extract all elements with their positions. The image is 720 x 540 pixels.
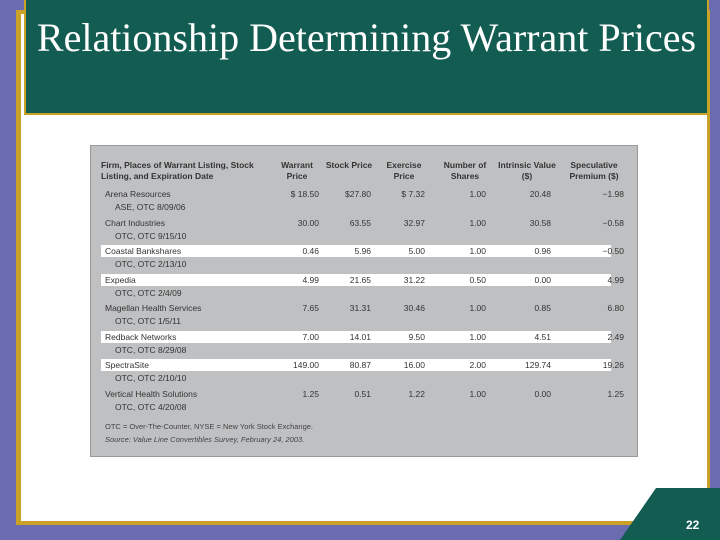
table-row: Vertical Health Solutions 1.25 0.51 1.22 1.0… bbox=[101, 388, 624, 400]
listing-info: OTC, OTC 2/10/10 bbox=[115, 373, 187, 383]
firm-name: SpectraSite bbox=[105, 360, 149, 370]
table-cell: 16.00 bbox=[403, 360, 425, 370]
table-cell: 7.00 bbox=[302, 331, 319, 342]
firm-name: Vertical Health Solutions bbox=[105, 388, 198, 399]
table-cell: −1.98 bbox=[602, 189, 624, 199]
table-cell: −0.58 bbox=[602, 217, 624, 228]
table-cell: 14.01 bbox=[349, 331, 371, 342]
table-cell: 30.58 bbox=[529, 217, 551, 228]
firm-name: Magellan Health Services bbox=[105, 303, 202, 313]
table-cell: 30.00 bbox=[297, 217, 319, 228]
table-cell: 5.00 bbox=[408, 246, 425, 256]
firm-name: Arena Resources bbox=[105, 189, 171, 199]
table-row: Arena Resources $ 18.50 $27.80 $ 7.32 1.00 20… bbox=[101, 188, 624, 200]
table-cell: 80.87 bbox=[349, 360, 371, 370]
title-bar bbox=[24, 0, 709, 115]
table-cell: −0.50 bbox=[602, 246, 624, 256]
table-cell: 4.99 bbox=[607, 274, 624, 285]
header-warrant-price: Warrant Price bbox=[281, 160, 313, 181]
table-cell: 0.00 bbox=[534, 388, 551, 399]
table-cell: 5.96 bbox=[354, 246, 371, 256]
firm-name: Chart Industries bbox=[105, 217, 165, 228]
table-cell: 129.74 bbox=[525, 360, 551, 370]
table-cell: 149.00 bbox=[293, 360, 319, 370]
table-row: Chart Industries 30.00 63.55 32.97 1.00 30.58… bbox=[101, 217, 624, 229]
listing-row: OTC, OTC 2/10/10 bbox=[101, 372, 611, 384]
table-row: Expedia 4.99 21.65 31.22 0.50 0.00 4.99 bbox=[101, 273, 624, 286]
slide-number: 22 bbox=[686, 518, 700, 532]
table-cell: 21.65 bbox=[349, 274, 371, 285]
table-cell: 19.26 bbox=[602, 360, 624, 370]
listing-info: OTC, OTC 1/5/11 bbox=[115, 316, 181, 326]
slide-title: Relationship Determining Warrant Prices bbox=[36, 15, 697, 60]
listing-info: OTC, OTC 9/15/10 bbox=[115, 230, 187, 241]
table-cell: 9.50 bbox=[408, 331, 425, 342]
table-cell: $ 18.50 bbox=[290, 189, 319, 199]
table-cell: 4.51 bbox=[534, 331, 551, 342]
table-cell: 63.55 bbox=[349, 217, 371, 228]
table-cell: 32.97 bbox=[403, 217, 425, 228]
table-cell: 2.49 bbox=[607, 331, 624, 342]
warrant-table: Firm, Places of Warrant Listing, Stock L… bbox=[90, 145, 638, 457]
table-cell: 31.31 bbox=[349, 303, 371, 313]
table-cell: 1.00 bbox=[469, 246, 486, 256]
footnote-source: Source: Value Line Convertibles Survey, … bbox=[105, 435, 305, 444]
listing-row: OTC, OTC 9/15/10 bbox=[101, 230, 611, 242]
listing-row: OTC, OTC 2/13/10 bbox=[101, 258, 611, 270]
table-cell: 1.25 bbox=[607, 388, 624, 399]
table-cell: $ 7.32 bbox=[401, 189, 425, 199]
header-exercise-price: Exercise Price bbox=[386, 160, 422, 181]
listing-info: OTC, OTC 8/29/08 bbox=[115, 344, 187, 355]
firm-name: Coastal Bankshares bbox=[105, 246, 182, 256]
listing-row: OTC, OTC 4/20/08 bbox=[101, 401, 611, 413]
table-row: SpectraSite 149.00 80.87 16.00 2.00 129.74 19.… bbox=[101, 359, 624, 371]
table-cell: 0.51 bbox=[354, 388, 371, 399]
listing-info: OTC, OTC 4/20/08 bbox=[115, 401, 187, 412]
listing-row: OTC, OTC 1/5/11 bbox=[101, 315, 611, 327]
table-cell: 0.96 bbox=[534, 246, 551, 256]
firm-name: Expedia bbox=[105, 274, 136, 285]
table-cell: 1.00 bbox=[469, 189, 486, 199]
table-cell: 31.22 bbox=[403, 274, 425, 285]
table-cell: 1.00 bbox=[469, 303, 486, 313]
table-cell: 1.00 bbox=[469, 217, 486, 228]
table-cell: 30.46 bbox=[403, 303, 425, 313]
header-firm: Firm, Places of Warrant Listing, Stock L… bbox=[101, 160, 254, 181]
table-row: Magellan Health Services 7.65 31.31 30.46 1.… bbox=[101, 302, 624, 314]
header-stock-price: Stock Price bbox=[325, 160, 373, 170]
table-cell: 20.48 bbox=[529, 189, 551, 199]
header-speculative-premium: Speculative Premium ($) bbox=[569, 160, 619, 181]
table-cell: 1.00 bbox=[469, 331, 486, 342]
table-cell: 6.80 bbox=[607, 303, 624, 313]
table-cell: 2.00 bbox=[469, 360, 486, 370]
listing-info: OTC, OTC 2/4/09 bbox=[115, 287, 182, 298]
table-cell: 1.25 bbox=[302, 388, 319, 399]
table-cell: 1.00 bbox=[469, 388, 486, 399]
table-row: Coastal Bankshares 0.46 5.96 5.00 1.00 0.96 −0… bbox=[101, 245, 624, 257]
listing-row: OTC, OTC 8/29/08 bbox=[101, 344, 611, 356]
table-cell: 0.85 bbox=[534, 303, 551, 313]
table-cell: 0.00 bbox=[534, 274, 551, 285]
firm-name: Redback Networks bbox=[105, 331, 177, 342]
table-cell: $27.80 bbox=[345, 189, 371, 199]
listing-info: ASE, OTC 8/09/06 bbox=[115, 202, 186, 212]
footnote-otc: OTC = Over-The-Counter, NYSE = New York … bbox=[105, 422, 314, 431]
header-intrinsic-value: Intrinsic Value ($) bbox=[498, 160, 556, 181]
listing-row: OTC, OTC 2/4/09 bbox=[101, 287, 611, 299]
listing-info: OTC, OTC 2/13/10 bbox=[115, 259, 187, 269]
table-cell: 1.22 bbox=[408, 388, 425, 399]
table-cell: 7.65 bbox=[302, 303, 319, 313]
table-cell: 0.46 bbox=[302, 246, 319, 256]
header-number-of-shares: Number of Shares bbox=[443, 160, 487, 181]
listing-row: ASE, OTC 8/09/06 bbox=[101, 201, 611, 213]
table-cell: 0.50 bbox=[469, 274, 486, 285]
table-row: Redback Networks 7.00 14.01 9.50 1.00 4.51 2.4… bbox=[101, 330, 624, 343]
table-cell: 4.99 bbox=[302, 274, 319, 285]
